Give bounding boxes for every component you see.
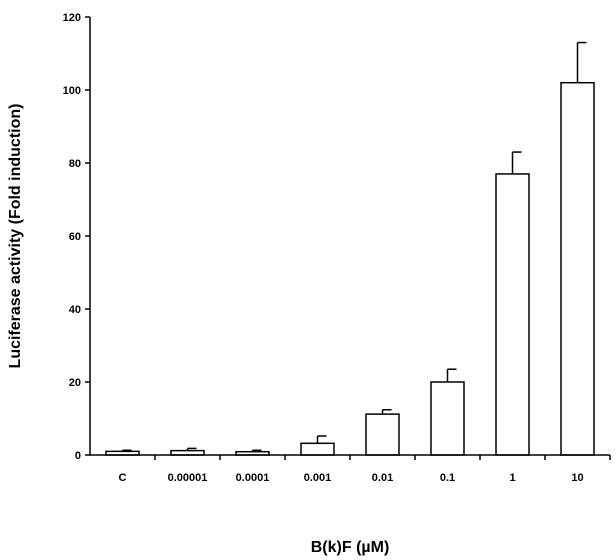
y-tick-label: 80 — [69, 158, 81, 170]
x-tick-label: 0.0001 — [236, 472, 270, 484]
y-tick-label: 120 — [63, 12, 81, 24]
y-tick-label: 60 — [69, 231, 81, 243]
x-tick-label: C — [119, 472, 127, 484]
error-bar — [121, 449, 132, 452]
bar — [560, 81, 595, 456]
x-tick-label: 10 — [571, 472, 583, 484]
y-tick-label: 100 — [63, 85, 81, 97]
error-bar — [511, 151, 522, 174]
bar — [495, 173, 530, 456]
error-bars — [121, 41, 587, 452]
x-tick-label: 1 — [509, 472, 515, 484]
error-bar — [186, 447, 197, 451]
error-bar — [251, 449, 262, 452]
error-bar — [576, 41, 587, 83]
error-bar — [381, 408, 392, 415]
bars — [105, 81, 595, 456]
bar — [430, 381, 465, 456]
x-ticks: C 0.00001 0.0001 0.001 0.01 0.1 1 10 — [119, 455, 611, 484]
error-bar — [316, 435, 327, 444]
x-tick-label: 0.001 — [304, 472, 332, 484]
y-tick-label: 40 — [69, 304, 81, 316]
y-ticks: 0 20 40 60 80 100 120 — [63, 12, 90, 462]
y-tick-label: 0 — [75, 450, 81, 462]
x-tick-label: 0.00001 — [168, 472, 208, 484]
bar — [365, 413, 400, 456]
error-bar — [446, 368, 457, 382]
y-tick-label: 20 — [69, 377, 81, 389]
x-tick-label: 0.1 — [440, 472, 455, 484]
x-tick-label: 0.01 — [372, 472, 393, 484]
axes — [89, 17, 610, 456]
x-axis-title: B(k)F (µM) — [311, 539, 390, 556]
bar — [300, 442, 335, 456]
y-axis-title: Luciferase activity (Fold induction) — [7, 104, 24, 369]
